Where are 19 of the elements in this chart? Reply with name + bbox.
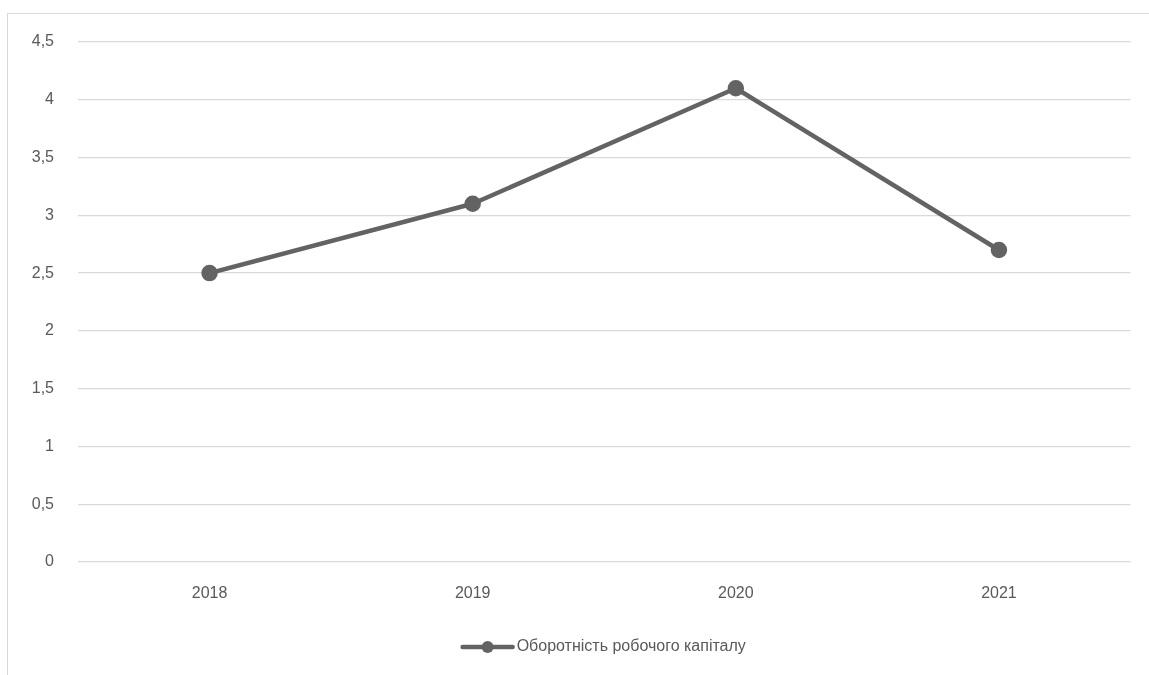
y-tick-label: 0,5 xyxy=(31,494,55,512)
y-tick-label: 4,5 xyxy=(31,32,55,50)
point xyxy=(201,264,218,282)
x-tick-label: 2018 xyxy=(191,584,228,602)
legend-label: Оборотність робочого капіталу xyxy=(516,637,746,655)
y-tick-label: 2,5 xyxy=(31,263,55,281)
y-tick-label: 3,5 xyxy=(31,147,55,165)
x-tick-label: 2019 xyxy=(454,584,491,602)
point xyxy=(727,79,745,97)
y-tick-label: 1,5 xyxy=(31,379,55,397)
y-tick-label: 0 xyxy=(45,552,55,570)
y-tick-label: 4 xyxy=(45,90,55,108)
point xyxy=(464,195,481,213)
y-tick-label: 3 xyxy=(45,205,55,223)
y-tick-label: 1 xyxy=(45,436,55,454)
point xyxy=(990,241,1008,259)
x-tick-label: 2021 xyxy=(981,584,1017,602)
x-tick-label: 2020 xyxy=(718,584,754,602)
y-tick-label: 2 xyxy=(45,321,55,339)
